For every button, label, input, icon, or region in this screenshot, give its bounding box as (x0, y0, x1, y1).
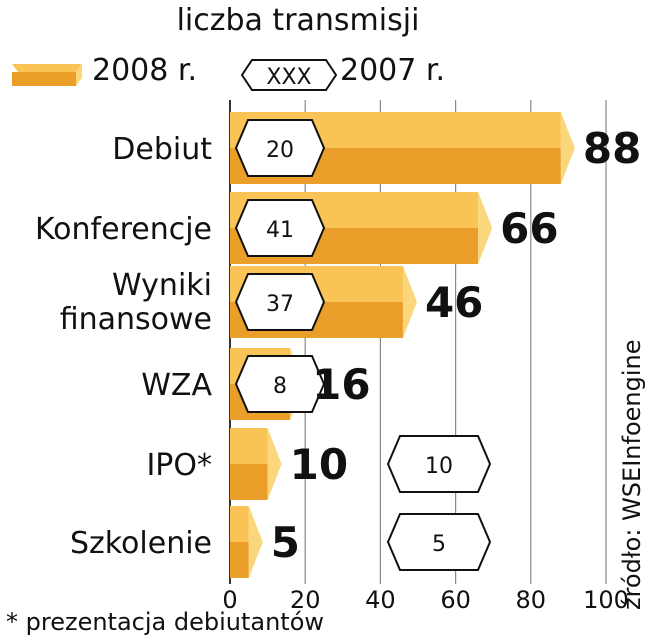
value-label-2008: 46 (425, 278, 483, 327)
category-label: Debiut (112, 132, 212, 167)
badge-2007-0: 20 (234, 119, 326, 177)
category-label: Konferencje (35, 212, 212, 247)
badge-2007-3: 8 (234, 355, 326, 413)
legend-swatch-2007 (240, 59, 338, 91)
category-label: WZA (141, 368, 212, 403)
bar-2008-4 (230, 428, 282, 500)
badge-2007-label: 41 (266, 218, 294, 243)
x-axis-ticks: 0 20 40 60 80 100 (222, 586, 629, 614)
category-label: Szkolenie (70, 526, 212, 561)
tick-label-100: 100 (583, 586, 629, 614)
value-label-2008: 16 (312, 360, 370, 409)
legend: 2008 r. XXX 2007 r. (12, 53, 445, 91)
badge-2007-label: 5 (432, 532, 446, 557)
badge-2007-2: 37 (234, 273, 326, 331)
badge-2007-label: 10 (425, 454, 453, 479)
tick-label-60: 60 (440, 586, 471, 614)
legend-swatch-2008 (12, 64, 82, 86)
value-label-2008: 10 (290, 440, 348, 489)
legend-label-2007: 2007 r. (340, 53, 445, 88)
value-label-2008: 88 (583, 124, 641, 173)
chart-title: liczba transmisji (177, 3, 420, 38)
badge-2007-1: 41 (234, 199, 326, 257)
badge-2007-label: 8 (273, 374, 287, 399)
legend-sample-text: XXX (266, 65, 311, 90)
footnote: * prezentacja debiutantów (6, 608, 324, 636)
category-labels: Debiut Konferencje Wyniki finansowe WZA IPO* S… (35, 132, 212, 561)
source-note: źródło: WSEInfoengine (618, 340, 646, 610)
value-labels: 88 66 46 16 10 5 (271, 124, 642, 567)
tick-label-0: 0 (222, 586, 237, 614)
tick-label-20: 20 (290, 586, 321, 614)
legend-label-2008: 2008 r. (92, 53, 197, 88)
badge-2007-5: 5 (386, 513, 492, 571)
bar-2008-5 (230, 506, 263, 578)
tick-label-80: 80 (516, 586, 547, 614)
category-label: IPO* (146, 448, 212, 483)
value-label-2008: 66 (500, 204, 558, 253)
badge-2007-label: 20 (266, 138, 294, 163)
tick-label-40: 40 (365, 586, 396, 614)
category-label: Wyniki finansowe (60, 268, 212, 337)
badge-2007-4: 10 (386, 435, 492, 493)
prev-year-badges: 20 41 37 8 10 5 (234, 119, 492, 571)
value-label-2008: 5 (271, 518, 300, 567)
bars (230, 112, 575, 578)
badge-2007-label: 37 (266, 292, 294, 317)
